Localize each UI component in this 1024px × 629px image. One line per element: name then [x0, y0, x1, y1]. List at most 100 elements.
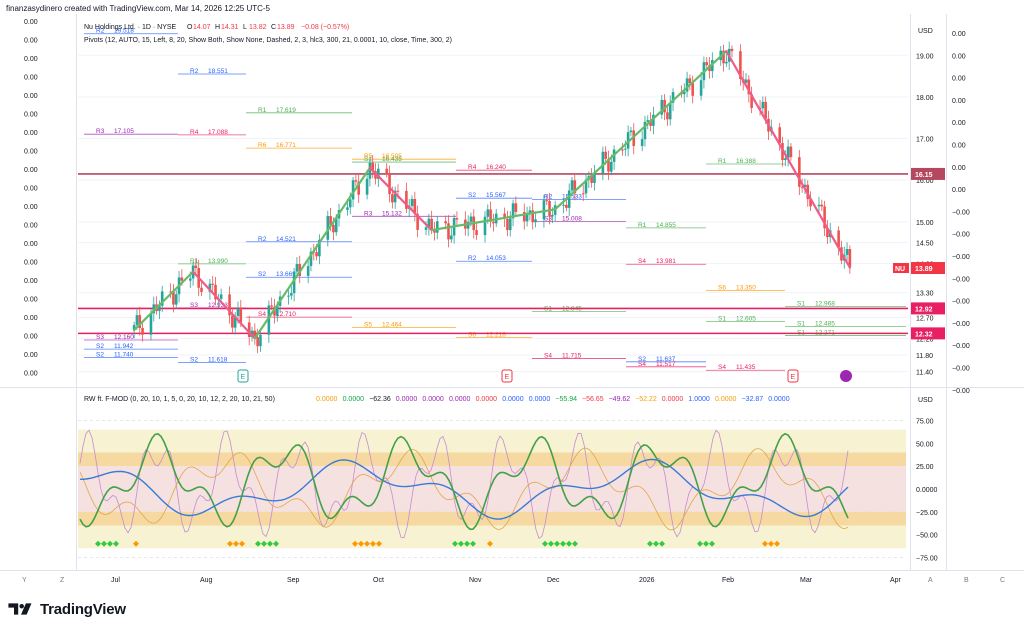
- price-axis-currency: USD: [918, 28, 933, 35]
- pivot-level-tag: S1: [797, 321, 805, 328]
- time-tick: Sep: [287, 577, 300, 584]
- pivot-level-tag: S4: [258, 311, 266, 318]
- candle-body: [699, 80, 703, 96]
- pivot-level-value: 12.218: [486, 332, 506, 339]
- chart-canvas[interactable]: R3 17.105 R4 17.088 R6 16.771 R5 16.505 R4 16.240…: [0, 14, 1024, 594]
- candle-body: [357, 181, 360, 195]
- candle-body: [228, 294, 231, 316]
- signal-diamond: [267, 540, 273, 547]
- pivot-label: S1 12.605: [718, 316, 756, 323]
- legend-h-label: H: [215, 24, 220, 31]
- pivot-label: S6 12.218: [468, 332, 506, 339]
- candle-body: [253, 330, 257, 338]
- legend-pivots[interactable]: Pivots (12, AUTO, 15, Left, 8, 20, Show …: [84, 37, 452, 44]
- indicator-line: [79, 432, 849, 531]
- price-tick: 13.30: [916, 291, 934, 298]
- candle-body: [233, 316, 237, 328]
- pivot-label: S4 11.435: [718, 364, 756, 371]
- signal-diamond: [233, 540, 239, 547]
- alert-marker-icon[interactable]: [840, 370, 852, 382]
- pivot-level-tag: R1: [638, 222, 647, 229]
- signal-diamond: [273, 540, 279, 547]
- time-axis-letter: A: [928, 577, 933, 584]
- tradingview-brand[interactable]: TradingView: [8, 598, 126, 620]
- candle-body: [649, 120, 652, 126]
- pivot-level-tag: S5: [364, 321, 372, 328]
- price-tick: 11.80: [916, 353, 933, 360]
- signal-diamond: [470, 540, 476, 547]
- candle-body: [275, 305, 279, 316]
- candle-body: [848, 249, 852, 268]
- outer-axis-a-value: −0.00: [952, 209, 970, 216]
- candle-body: [492, 221, 495, 224]
- price-label: 16.15: [915, 172, 933, 179]
- price-pane[interactable]: [76, 16, 910, 386]
- outer-axis-b-value: 0.00: [24, 241, 38, 248]
- candle-body: [214, 284, 217, 300]
- candle-body: [730, 48, 734, 52]
- pivot-label: R1 17.619: [258, 107, 296, 114]
- time-tick: Dec: [547, 577, 560, 584]
- candle-body: [138, 315, 142, 328]
- indicator-tick: −75.00: [916, 555, 938, 562]
- indicator-value: 1.0000: [688, 396, 710, 403]
- pivot-level-tag: R2: [96, 28, 105, 35]
- candle-body: [180, 277, 184, 281]
- outer-axis-a-value: 0.00: [952, 165, 966, 172]
- indicator-value: −32.87: [742, 396, 764, 403]
- pivot-level-tag: S2: [96, 352, 104, 359]
- candle-body: [778, 127, 781, 144]
- candle-body: [565, 204, 568, 208]
- outer-axis-b-value: 0.00: [24, 112, 38, 119]
- tradingview-wordmark: TradingView: [40, 600, 126, 618]
- signal-diamond: [566, 540, 572, 547]
- pivot-label: S3 12.160: [96, 334, 134, 341]
- signal-diamond: [572, 540, 578, 547]
- indicator-values: 0.0000 0.0000 −62.36 0.0000 0.0000 0.0000 0.00…: [316, 396, 790, 403]
- signal-diamond: [133, 540, 139, 547]
- candle-body: [486, 209, 490, 217]
- candle-body: [444, 221, 447, 224]
- price-label: 12.92: [915, 306, 933, 313]
- candle-body: [584, 179, 588, 194]
- earnings-marker[interactable]: [501, 369, 513, 383]
- price-tick: 14.50: [916, 241, 934, 248]
- chart-frame[interactable]: R3 17.105 R4 17.088 R6 16.771 R5 16.505 R4 16.240…: [0, 14, 1024, 594]
- pivot-label: S3 15.008: [544, 215, 582, 222]
- candle-body: [141, 327, 144, 335]
- candle-body: [132, 325, 136, 331]
- outer-axis-a-value: −0.00: [952, 232, 970, 239]
- trendline-segment: [253, 166, 372, 340]
- signal-diamond: [703, 540, 709, 547]
- candle-body: [750, 94, 753, 108]
- pivot-label: R2 14.053: [468, 255, 506, 262]
- indicator-value: 0.0000: [529, 396, 551, 403]
- pivot-level-tag: S6: [468, 332, 476, 339]
- indicator-axis-currency: USD: [918, 397, 933, 404]
- outer-axis-b: 0.00 0.00 0.00 0.00 0.00 0.00 0.00 0.00 0.00 0.00…: [24, 19, 38, 378]
- outer-axis-b-value: 0.00: [24, 204, 38, 211]
- candle-body: [562, 204, 565, 206]
- pivot-level-value: 17.105: [114, 128, 134, 135]
- signal-diamond: [370, 540, 376, 547]
- candle-body: [632, 130, 636, 147]
- candle-body: [393, 190, 397, 203]
- candle-body: [469, 216, 473, 222]
- outer-axis-b-value: 0.00: [24, 278, 38, 285]
- pivot-level-value: 11.517: [656, 361, 676, 368]
- earnings-marker[interactable]: [237, 369, 249, 383]
- candle-body: [346, 207, 349, 210]
- pivot-level-value: 11.435: [736, 364, 756, 371]
- pivot-level-tag: S4: [544, 353, 552, 360]
- earnings-marker[interactable]: [787, 369, 799, 383]
- legend-c-label: C: [271, 24, 276, 31]
- time-tick: Mar: [800, 577, 813, 584]
- indicator-title[interactable]: RW ft. F-MOD (0, 20, 10, 1, 5, 0, 20, 10…: [84, 396, 275, 403]
- outer-axis-b-value: 0.00: [24, 75, 38, 82]
- candle-body: [174, 294, 178, 305]
- pivot-level-tag: R3: [96, 128, 105, 135]
- pivot-level-tag: S2: [468, 192, 476, 199]
- pivot-level-value: 12.968: [815, 300, 835, 307]
- indicator-value: −49.62: [609, 396, 631, 403]
- pivot-label: S4 13.981: [638, 258, 676, 265]
